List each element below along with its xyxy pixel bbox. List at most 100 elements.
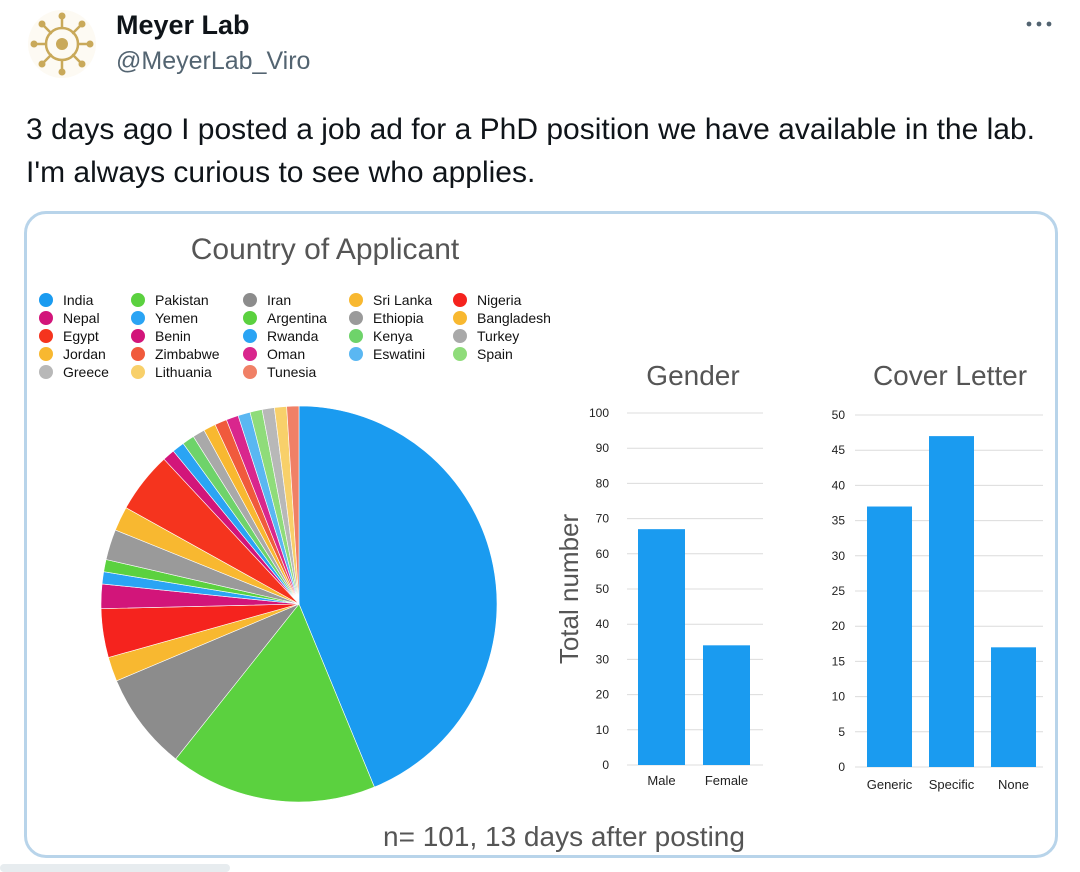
legend-swatch (349, 311, 363, 325)
legend-swatch (131, 347, 145, 361)
legend-swatch (453, 293, 467, 307)
legend-entry: Eswatini (349, 345, 425, 363)
legend-swatch (39, 365, 53, 379)
gender-tick-label: 90 (596, 441, 610, 455)
legend-swatch (131, 329, 145, 343)
cover-tick-label: 15 (832, 654, 846, 668)
legend-swatch (39, 329, 53, 343)
legend-entry: Nepal (39, 309, 100, 327)
legend-label: Rwanda (267, 328, 319, 344)
cover-category-label: None (998, 777, 1029, 792)
legend-swatch (243, 311, 257, 325)
gender-title: Gender (646, 360, 739, 391)
author-handle[interactable]: @MeyerLab_Viro (116, 47, 311, 75)
legend-entry: Yemen (131, 309, 198, 327)
pie-slice-india (298, 405, 498, 788)
legend-entry: Rwanda (243, 327, 318, 345)
pie-slice-iran (116, 603, 300, 760)
cover-tick-label: 30 (832, 549, 846, 563)
legend-label: Greece (63, 364, 109, 380)
legend-entry: Spain (453, 345, 513, 363)
cover-tick-label: 40 (832, 478, 846, 492)
avatar[interactable] (26, 8, 98, 80)
gender-tick-label: 30 (596, 652, 610, 666)
media-card[interactable]: Country of Applicant Gender 0 10 20 30 40 50 60 7… (24, 211, 1058, 858)
legend-label: Sri Lanka (373, 292, 433, 308)
legend-swatch (243, 329, 257, 343)
legend-swatch (243, 293, 257, 307)
cover-tick-label: 10 (832, 690, 846, 704)
cover-category-label: Specific (929, 777, 975, 792)
legend-swatch (243, 365, 257, 379)
legend-label: Iran (267, 292, 292, 308)
legend-swatch (131, 365, 145, 379)
cover-category-label: Generic (867, 777, 913, 792)
legend-label: Spain (477, 346, 513, 362)
legend-entry: Iran (243, 291, 291, 309)
legend-entry: Lithuania (131, 363, 212, 381)
pie-title: Country of Applicant (191, 233, 460, 266)
legend-swatch (39, 347, 53, 361)
legend-entry: Sri Lanka (349, 291, 432, 309)
cover-tick-label: 0 (838, 760, 845, 774)
legend-label: Tunesia (267, 364, 317, 380)
legend-label: Yemen (155, 310, 199, 326)
gender-tick-label: 60 (596, 547, 610, 561)
legend-label: Bangladesh (477, 310, 551, 326)
legend-label: Lithuania (155, 364, 212, 380)
cover-tick-label: 20 (832, 619, 846, 633)
pie-slice-pakistan (175, 603, 375, 803)
gender-ylabel: Total number (554, 514, 584, 665)
legend-label: Eswatini (373, 346, 426, 362)
legend-swatch (349, 347, 363, 361)
legend-label: Turkey (477, 328, 520, 344)
legend-label: Ethiopia (373, 310, 424, 326)
figure-footer: n= 101, 13 days after posting (383, 821, 745, 852)
legend-label: Nepal (63, 310, 100, 326)
gender-tick-label: 0 (602, 758, 609, 772)
legend-entry: Argentina (243, 309, 327, 327)
legend-entry: Benin (131, 327, 191, 345)
legend-swatch (39, 293, 53, 307)
legend-label: Oman (267, 346, 306, 362)
gender-tick-label: 40 (596, 617, 610, 631)
legend-swatch (453, 311, 467, 325)
pie-slice-tunesia (286, 405, 300, 605)
legend-entry: Pakistan (131, 291, 209, 309)
legend-swatch (349, 293, 363, 307)
legend-entry: Oman (243, 345, 305, 363)
legend-entry: Bangladesh (453, 309, 551, 327)
figure-canvas: Country of ApplicantGender01020304050607… (100, 233, 1043, 852)
legend-label: Argentina (267, 310, 327, 326)
gender-tick-label: 80 (596, 476, 610, 490)
legend-swatch (243, 347, 257, 361)
legend-entry: Jordan (39, 345, 106, 363)
legend-swatch (453, 329, 467, 343)
legend-label: Zimbabwe (155, 346, 220, 362)
legend-entry: Tunesia (243, 363, 316, 381)
tweet-text: 3 days ago I posted a job ad for a PhD p… (26, 113, 1035, 189)
gender-tick-label: 70 (596, 512, 610, 526)
virus-logo-icon (28, 10, 96, 78)
legend-label: Jordan (63, 346, 106, 362)
legend-swatch (453, 347, 467, 361)
gender-bar-male (638, 529, 685, 765)
legend-label: Benin (155, 328, 191, 344)
legend-entry: Zimbabwe (131, 345, 220, 363)
author-name[interactable]: Meyer Lab (116, 10, 250, 40)
legend-swatch (39, 311, 53, 325)
gender-tick-label: 20 (596, 688, 610, 702)
gender-category-label: Male (647, 773, 675, 788)
more-horizontal-icon[interactable] (1024, 14, 1054, 34)
legend-entry: India (39, 291, 93, 309)
cover-bar-generic (867, 506, 912, 767)
cover-tick-label: 35 (832, 514, 846, 528)
scroll-indicator (0, 864, 230, 872)
gender-tick-label: 10 (596, 723, 610, 737)
cover-tick-label: 5 (838, 725, 845, 739)
legend-entry: Turkey (453, 327, 519, 345)
legend-swatch (131, 311, 145, 325)
legend-entry: Greece (39, 363, 109, 381)
gender-tick-label: 100 (589, 406, 609, 420)
legend-label: India (63, 292, 94, 308)
